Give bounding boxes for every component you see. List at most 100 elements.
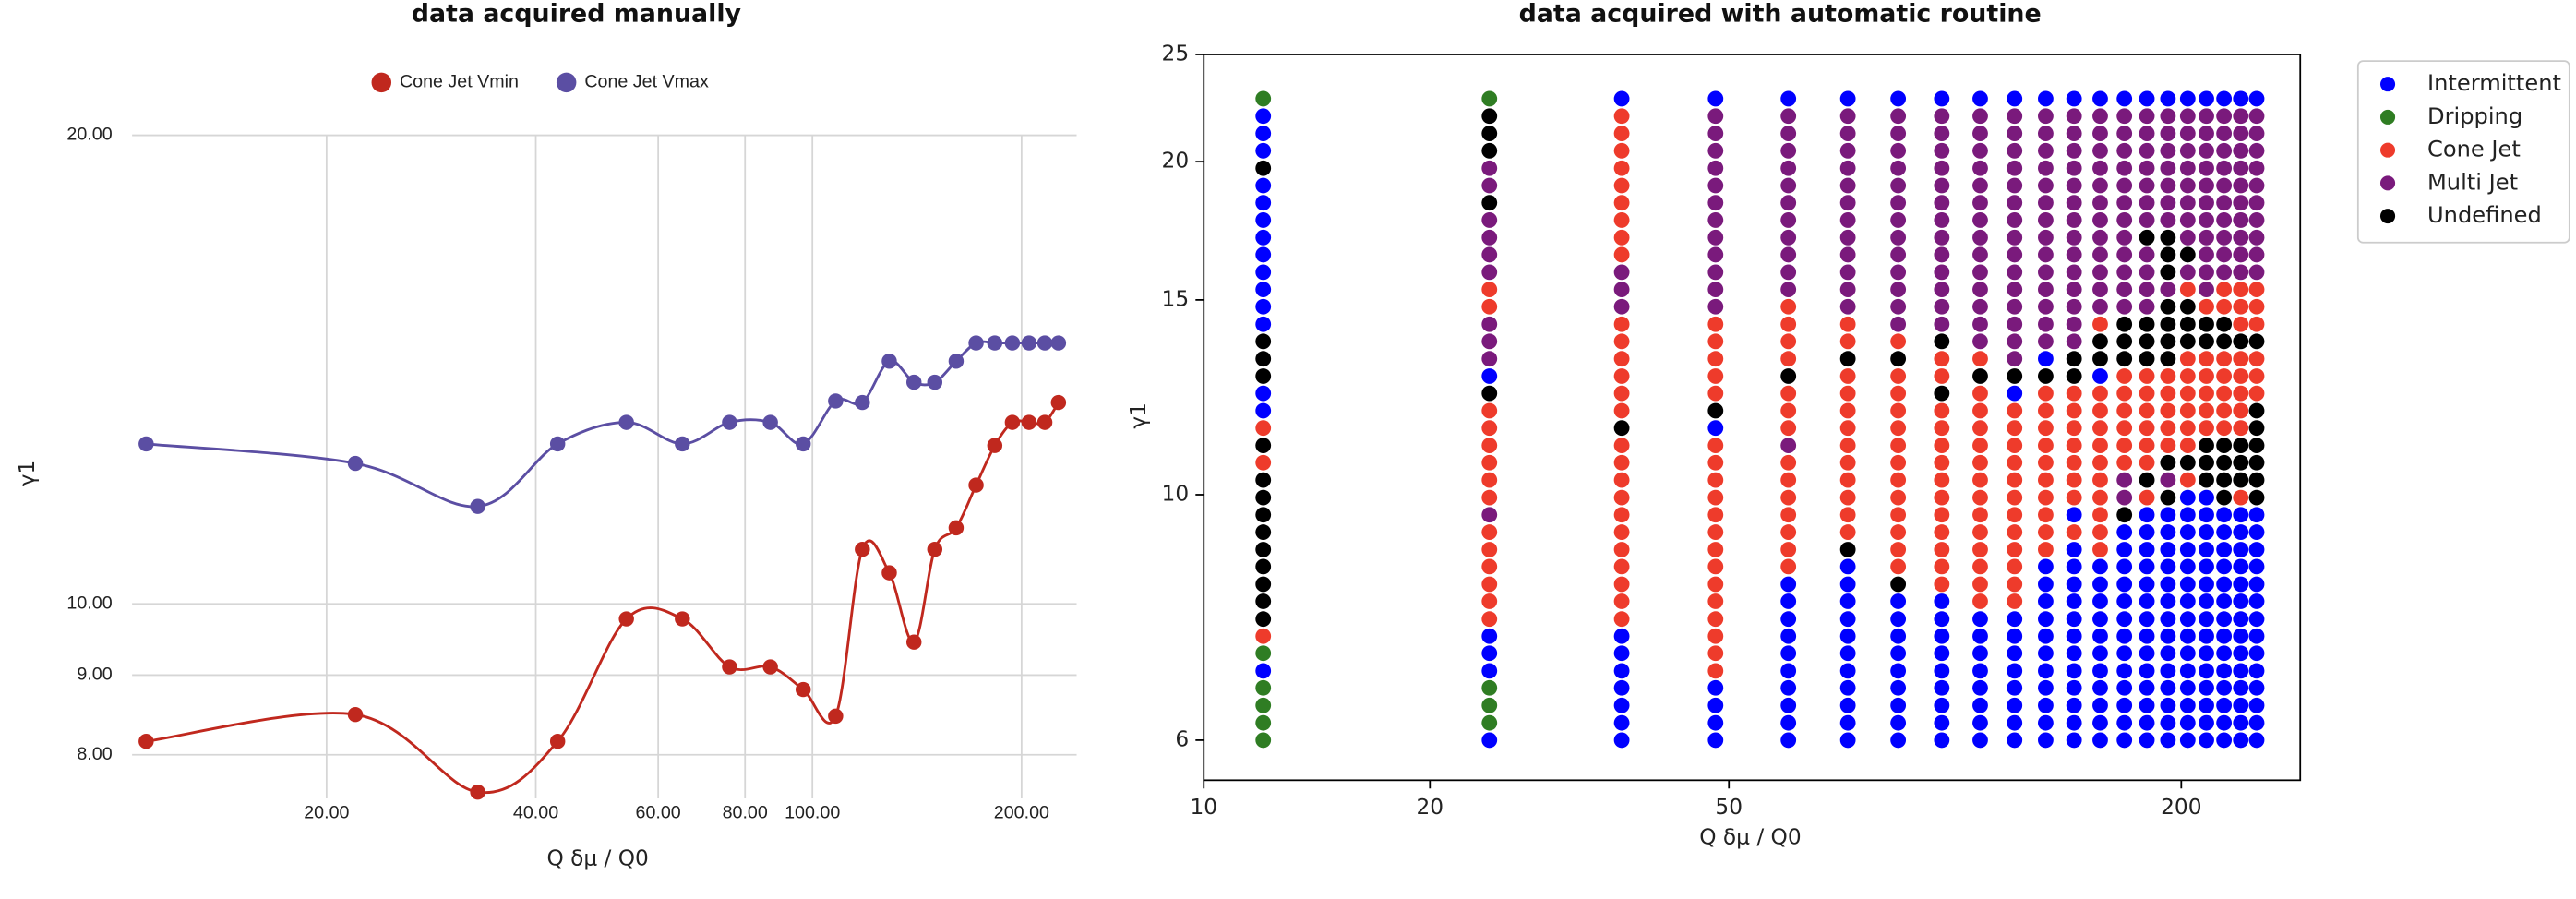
data-point: [2216, 593, 2233, 609]
data-point: [1890, 108, 1907, 125]
data-point: [2179, 126, 2196, 141]
data-point: [2233, 420, 2249, 437]
data-point: [2199, 438, 2214, 453]
x-tick-label: 50: [1715, 795, 1743, 820]
data-point: [2160, 628, 2176, 644]
data-point: [1934, 177, 1950, 194]
data-point: [1707, 714, 1724, 731]
data-point: [2179, 663, 2196, 679]
data-point: [1934, 576, 1950, 593]
data-point: [2038, 628, 2054, 644]
data-point: [2116, 697, 2133, 713]
data-point: [1255, 333, 1272, 350]
data-point: [1255, 472, 1272, 488]
data-point: [1972, 195, 1988, 211]
data-point: [1839, 108, 1856, 125]
data-point: [2139, 679, 2155, 696]
data-point: [1707, 697, 1724, 713]
data-point: [881, 565, 897, 581]
data-point: [2216, 229, 2233, 246]
data-point: [1890, 472, 1907, 488]
data-point: [2216, 507, 2233, 523]
data-point: [1613, 160, 1630, 176]
data-point: [2066, 195, 2082, 211]
data-point: [2139, 542, 2155, 557]
data-point: [1839, 333, 1856, 350]
data-point: [2179, 593, 2196, 609]
data-point: [1934, 282, 1950, 297]
data-point: [1481, 663, 1498, 679]
data-point: [2139, 697, 2155, 713]
data-point: [2066, 282, 2082, 297]
data-point: [1890, 90, 1907, 107]
legend-marker: [2379, 175, 2396, 191]
data-point: [2160, 420, 2176, 437]
data-point: [1780, 438, 1797, 453]
data-point: [2160, 298, 2176, 315]
data-point: [2179, 160, 2196, 176]
data-point: [1004, 335, 1021, 351]
data-point: [2066, 489, 2082, 506]
data-point: [1890, 558, 1907, 575]
data-point: [2116, 282, 2133, 297]
data-point: [1481, 333, 1498, 350]
data-point: [2179, 507, 2196, 523]
data-point: [2007, 385, 2023, 402]
data-point: [2248, 195, 2265, 211]
data-point: [2233, 732, 2249, 749]
data-point: [2216, 714, 2233, 731]
data-point: [1780, 316, 1797, 332]
data-point: [2160, 264, 2176, 281]
data-point: [2248, 333, 2265, 350]
data-point: [2092, 108, 2108, 125]
data-point: [1780, 142, 1797, 159]
data-point: [2139, 160, 2155, 176]
data-point: [1481, 316, 1498, 332]
data-point: [2233, 126, 2249, 141]
data-point: [2216, 212, 2233, 228]
data-point: [2038, 351, 2054, 367]
data-point: [2216, 697, 2233, 713]
data-point: [2179, 628, 2196, 644]
data-point: [1613, 420, 1630, 437]
data-point: [2233, 368, 2249, 384]
data-point: [138, 733, 154, 749]
data-point: [2116, 177, 2133, 194]
data-point: [1934, 385, 1950, 402]
data-point: [2116, 524, 2133, 540]
data-point: [2066, 368, 2082, 384]
data-point: [2199, 489, 2214, 506]
data-point: [1707, 489, 1724, 506]
data-point: [2160, 697, 2176, 713]
data-point: [881, 354, 897, 369]
legend-label: Cone Jet Vmin: [400, 72, 519, 92]
data-point: [1613, 142, 1630, 159]
data-point: [1707, 542, 1724, 557]
data-point: [2038, 542, 2054, 557]
data-point: [2199, 264, 2214, 281]
data-point: [1839, 264, 1856, 281]
chart-title: data acquired with automatic routine: [1519, 0, 2042, 29]
data-point: [1021, 335, 1037, 351]
data-point: [2038, 697, 2054, 713]
x-tick-label: 100.00: [785, 802, 840, 822]
data-point: [1255, 558, 1272, 575]
data-point: [2007, 542, 2023, 557]
data-point: [2092, 593, 2108, 609]
data-point: [1972, 732, 1988, 749]
data-point: [1481, 489, 1498, 506]
data-point: [2216, 645, 2233, 662]
data-point: [2233, 385, 2249, 402]
data-point: [828, 393, 844, 409]
data-point: [2116, 351, 2133, 367]
data-point: [2007, 438, 2023, 453]
data-point: [2116, 142, 2133, 159]
data-point: [2179, 576, 2196, 593]
data-point: [2038, 108, 2054, 125]
data-point: [1707, 282, 1724, 297]
data-point: [1972, 264, 1988, 281]
data-point: [2248, 524, 2265, 540]
data-point: [1707, 454, 1724, 471]
data-point: [2179, 611, 2196, 628]
data-point: [1707, 438, 1724, 453]
